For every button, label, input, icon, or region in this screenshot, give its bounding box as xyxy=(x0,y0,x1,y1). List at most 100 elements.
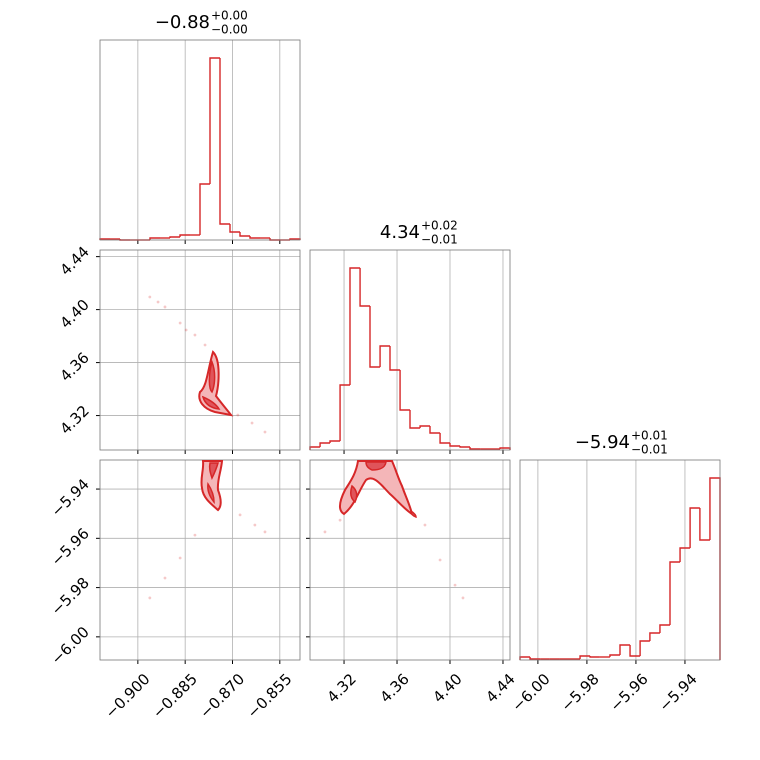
y-tick-label: 4.32 xyxy=(56,402,92,438)
sample-point xyxy=(178,556,182,560)
histogram-step xyxy=(529,657,541,660)
histogram-step xyxy=(369,306,381,368)
contours xyxy=(198,350,417,519)
y-tick-label: −5.96 xyxy=(48,524,93,569)
histogram-step xyxy=(199,183,210,235)
panel: −6.00 −5.98 −5.96 −5.94 xyxy=(508,460,721,715)
histogram-step xyxy=(629,645,641,657)
histogram-step xyxy=(379,345,390,367)
sample-point xyxy=(178,321,182,325)
sample-point xyxy=(193,333,197,337)
histogram-step xyxy=(319,442,330,447)
y-tick-label: −5.94 xyxy=(48,475,93,520)
x-tick-label: −0.855 xyxy=(244,670,296,722)
sample-point xyxy=(184,328,188,332)
x-tick-label: −6.00 xyxy=(508,670,553,715)
histogram-step xyxy=(659,624,670,633)
sample-point xyxy=(156,300,160,304)
histogram-step xyxy=(689,507,700,548)
histogram-step xyxy=(169,236,180,238)
y-tick-label: 4.44 xyxy=(56,243,92,279)
title-upper-error: +0.00 xyxy=(211,9,248,23)
contour-outer xyxy=(200,460,224,512)
sample-point xyxy=(453,583,457,587)
title-lower-error: −0.01 xyxy=(421,233,458,247)
sample-point xyxy=(163,305,167,309)
histogram-step xyxy=(239,232,250,237)
title-upper-error: +0.02 xyxy=(421,219,458,233)
x-tick-label: −5.94 xyxy=(655,670,700,715)
histogram-step xyxy=(219,58,230,225)
histogram-step xyxy=(389,346,401,371)
panel-title: −0.88 xyxy=(155,12,210,33)
histogram-step xyxy=(249,236,260,239)
panel-background xyxy=(520,460,720,660)
contour-inner xyxy=(350,461,417,519)
histogram-step xyxy=(149,237,160,240)
panel-background xyxy=(100,250,300,450)
x-tick-label: −5.98 xyxy=(557,670,602,715)
histogram-step xyxy=(429,426,441,434)
x-tick-label: −0.870 xyxy=(196,670,248,722)
histogram-step xyxy=(649,632,660,641)
panel-frame xyxy=(99,459,301,661)
x-tick-label: −0.885 xyxy=(149,670,201,722)
panel-title: 4.34 xyxy=(380,222,420,243)
histogram-step xyxy=(669,561,681,625)
sample-point xyxy=(148,295,152,299)
histogram-step xyxy=(419,425,430,428)
y-tick-label: 4.36 xyxy=(56,349,92,385)
sample-point xyxy=(461,596,465,600)
histogram-step xyxy=(409,410,421,429)
histogram-step xyxy=(439,433,450,444)
panel-frame xyxy=(309,249,511,451)
histogram-step xyxy=(339,384,350,441)
sample-point xyxy=(263,530,267,534)
histogram-step xyxy=(209,57,220,184)
x-tick-label: −0.900 xyxy=(102,670,154,722)
panel: 4.32 4.36 4.40 4.44 xyxy=(56,243,300,454)
x-tick-label: 4.40 xyxy=(429,670,465,706)
histogram-step xyxy=(349,267,361,385)
histogram-step xyxy=(579,655,591,659)
panel-title: −5.94 xyxy=(575,432,630,453)
x-tick-label: 4.32 xyxy=(323,670,359,706)
sample-point xyxy=(148,596,152,600)
contour-outer xyxy=(338,460,414,517)
panel-frame xyxy=(99,249,301,451)
panel-frame xyxy=(519,459,721,661)
title-upper-error: +0.01 xyxy=(631,429,668,443)
histogram-step xyxy=(459,446,470,448)
sample-point xyxy=(163,576,167,580)
contour-inner xyxy=(207,462,219,505)
x-tick-label: −5.96 xyxy=(606,670,651,715)
histogram-step xyxy=(469,447,481,450)
histogram-step xyxy=(609,654,620,657)
panel xyxy=(99,40,301,244)
sample-point xyxy=(423,523,427,527)
histogram-step xyxy=(619,644,631,655)
histogram-step xyxy=(639,640,650,656)
x-tick-label: 4.36 xyxy=(376,670,412,706)
sample-point xyxy=(253,523,257,527)
y-tick-label: −5.98 xyxy=(48,574,93,619)
panel: −0.900−0.885−0.870−0.855 −6.00−5.98 −5.96−… xyxy=(48,460,300,722)
histogram-step xyxy=(699,508,710,541)
histogram-step xyxy=(399,370,410,411)
title-lower-error: −0.01 xyxy=(631,443,668,457)
panel-frame xyxy=(99,39,301,241)
sample-point xyxy=(250,421,254,425)
histogram-step xyxy=(449,443,461,447)
sample-point xyxy=(238,513,242,517)
sample-point xyxy=(338,518,342,522)
histogram-step xyxy=(179,234,190,237)
histogram-step xyxy=(229,224,240,233)
sample-point xyxy=(236,413,240,417)
sample-point xyxy=(193,533,197,537)
contour-inner xyxy=(201,359,221,410)
sample-point xyxy=(203,343,207,347)
histogram-step xyxy=(329,440,341,443)
sample-point xyxy=(323,530,327,534)
y-tick-label: 4.40 xyxy=(56,296,92,332)
